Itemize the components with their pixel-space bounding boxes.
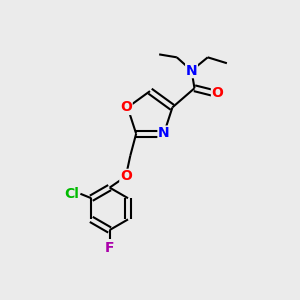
Text: O: O [120, 169, 132, 183]
Text: Cl: Cl [64, 187, 79, 201]
Text: N: N [158, 126, 170, 140]
Text: F: F [105, 241, 114, 255]
Text: O: O [212, 86, 224, 100]
Text: N: N [186, 64, 197, 78]
Text: O: O [120, 100, 132, 114]
